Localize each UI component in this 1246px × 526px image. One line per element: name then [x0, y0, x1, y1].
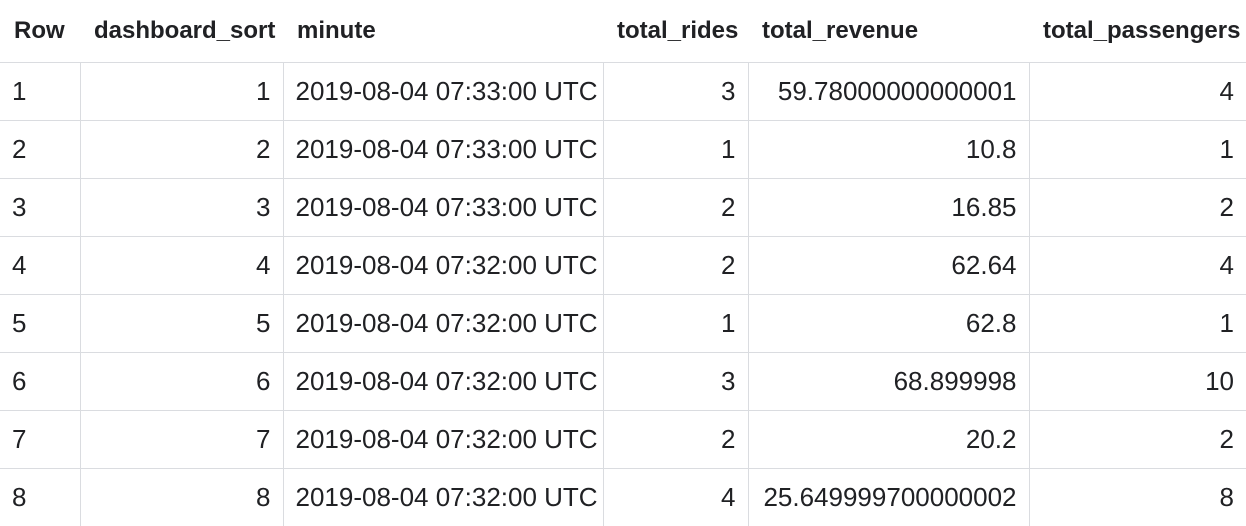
table-body: 1 1 2019-08-04 07:33:00 UTC 3 59.78000000000…	[0, 62, 1246, 526]
cell-minute: 2019-08-04 07:32:00 UTC	[282, 468, 603, 526]
cell-dashboard-sort: 4	[79, 236, 283, 295]
cell-total-revenue: 10.8	[747, 120, 1029, 179]
cell-minute: 2019-08-04 07:33:00 UTC	[282, 62, 603, 121]
cell-dashboard-sort: 8	[79, 468, 283, 526]
column-header-total-passengers[interactable]: total_passengers	[1029, 0, 1246, 63]
cell-total-passengers: 8	[1028, 468, 1246, 526]
column-header-row[interactable]: Row	[0, 0, 80, 63]
cell-total-rides: 3	[602, 352, 748, 411]
cell-total-revenue: 62.8	[747, 294, 1029, 353]
table-row: 6 6 2019-08-04 07:32:00 UTC 3 68.899998 10	[0, 352, 1246, 411]
cell-dashboard-sort: 1	[79, 62, 283, 121]
cell-minute: 2019-08-04 07:33:00 UTC	[282, 120, 603, 179]
header-row: Row dashboard_sort minute total_rides to…	[0, 0, 1246, 63]
cell-total-revenue: 20.2	[747, 410, 1029, 469]
table-row: 5 5 2019-08-04 07:32:00 UTC 1 62.8 1	[0, 294, 1246, 353]
cell-dashboard-sort: 2	[79, 120, 283, 179]
cell-total-passengers: 2	[1028, 178, 1246, 237]
cell-dashboard-sort: 3	[79, 178, 283, 237]
cell-row-number: 1	[0, 62, 80, 121]
table-row: 8 8 2019-08-04 07:32:00 UTC 4 25.64999970000…	[0, 468, 1246, 526]
column-header-dashboard-sort[interactable]: dashboard_sort	[80, 0, 283, 63]
cell-total-revenue: 68.899998	[747, 352, 1029, 411]
cell-minute: 2019-08-04 07:33:00 UTC	[282, 178, 603, 237]
cell-dashboard-sort: 5	[79, 294, 283, 353]
table-row: 3 3 2019-08-04 07:33:00 UTC 2 16.85 2	[0, 178, 1246, 237]
cell-total-passengers: 4	[1028, 236, 1246, 295]
cell-row-number: 7	[0, 410, 80, 469]
cell-row-number: 8	[12, 481, 27, 512]
table-header: Row dashboard_sort minute total_rides to…	[0, 0, 1246, 63]
column-header-minute[interactable]: minute	[283, 0, 603, 63]
cell-row-number: 2	[0, 120, 80, 179]
cell-total-rides: 1	[602, 120, 748, 179]
table-row: 2 2 2019-08-04 07:33:00 UTC 1 10.8 1	[0, 120, 1246, 179]
table-row: 7 7 2019-08-04 07:32:00 UTC 2 20.2 2	[0, 410, 1246, 469]
column-header-total-rides[interactable]: total_rides	[603, 0, 748, 63]
cell-total-rides: 2	[602, 178, 748, 237]
cell-total-passengers: 4	[1028, 62, 1246, 121]
cell-total-passengers: 2	[1028, 410, 1246, 469]
cell-total-rides: 1	[602, 294, 748, 353]
cell-total-rides: 2	[602, 236, 748, 295]
cell-total-revenue: 25.649999700000002	[747, 468, 1029, 526]
table-row: 1 1 2019-08-04 07:33:00 UTC 3 59.78000000000…	[0, 62, 1246, 121]
cell-minute: 2019-08-04 07:32:00 UTC	[282, 352, 603, 411]
cell-dashboard-sort: 6	[79, 352, 283, 411]
cell-total-revenue: 16.85	[747, 178, 1029, 237]
cell-total-passengers: 1	[1028, 120, 1246, 179]
cell-dashboard-sort: 7	[79, 410, 283, 469]
cell-total-passengers: 10	[1028, 352, 1246, 411]
cell-row-number: 3	[0, 178, 80, 237]
cell-minute: 2019-08-04 07:32:00 UTC	[282, 236, 603, 295]
table-row: 4 4 2019-08-04 07:32:00 UTC 2 62.64 4	[0, 236, 1246, 295]
cell-minute: 2019-08-04 07:32:00 UTC	[282, 410, 603, 469]
cell-total-rides: 3	[602, 62, 748, 121]
cell-total-rides: 2	[602, 410, 748, 469]
cell-total-rides: 4	[602, 468, 748, 526]
cell-total-revenue: 62.64	[747, 236, 1029, 295]
cell-row-number: 4	[0, 236, 80, 295]
cell-row-number: 5	[0, 294, 80, 353]
cell-row-number: 6	[0, 352, 80, 411]
cell-minute: 2019-08-04 07:32:00 UTC	[282, 294, 603, 353]
cell-total-revenue: 59.78000000000001	[747, 62, 1029, 121]
column-header-total-revenue[interactable]: total_revenue	[748, 0, 1029, 63]
cell-total-passengers: 1	[1028, 294, 1246, 353]
